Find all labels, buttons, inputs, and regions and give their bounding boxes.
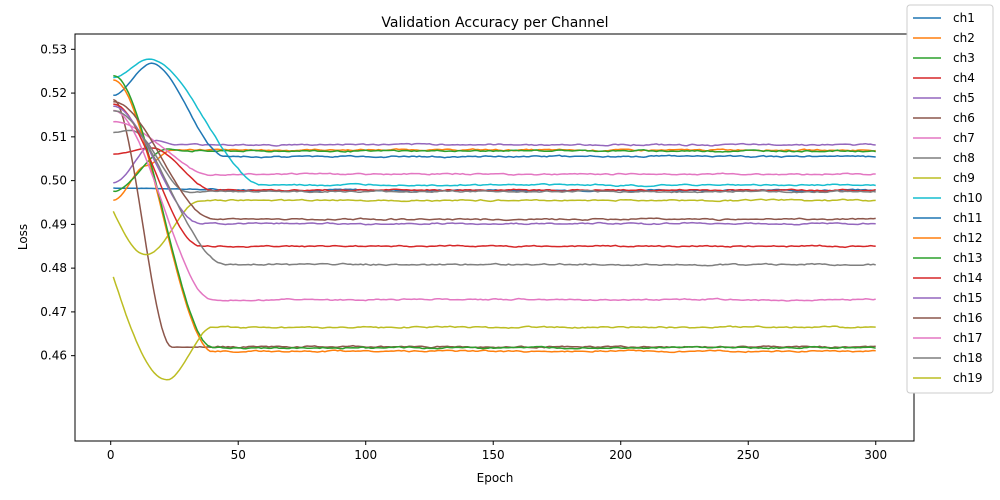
series-line-ch19 [112, 276, 876, 381]
series-line-ch18 [113, 110, 876, 267]
legend-label-ch12: ch12 [953, 231, 982, 245]
series-line-ch4 [113, 147, 876, 192]
series-line-ch15 [113, 105, 876, 226]
series-line-ch11 [113, 62, 876, 159]
series-line-ch7 [113, 120, 876, 177]
legend-label-ch16: ch16 [953, 311, 982, 325]
legend-label-ch2: ch2 [953, 31, 975, 45]
legend: ch1 ch2 ch3 ch4 ch5 ch6 ch7 ch8 ch9 ch10 ch11 ch12 c… [906, 4, 994, 394]
x-tick-label: 100 [354, 448, 377, 462]
series-line-ch3 [113, 148, 876, 193]
legend-label-ch3: ch3 [953, 51, 975, 65]
y-axis-label: Loss [16, 224, 30, 250]
legend-label-ch10: ch10 [953, 191, 982, 205]
legend-label-ch8: ch8 [953, 151, 975, 165]
legend-label-ch18: ch18 [953, 351, 982, 365]
series-line-ch16 [113, 100, 876, 222]
legend-label-ch5: ch5 [953, 91, 975, 105]
chart-title: Validation Accuracy per Channel [381, 15, 608, 31]
x-tick-label: 50 [231, 448, 246, 462]
legend-label-ch4: ch4 [953, 71, 975, 85]
x-tick-label: 150 [482, 448, 505, 462]
x-tick-label: 0 [107, 448, 115, 462]
series-line-ch10 [113, 58, 876, 188]
series-line-ch5 [113, 139, 876, 184]
plot-frame [74, 33, 915, 442]
x-axis: 0 50 100 150 200 250 300 [107, 441, 887, 462]
x-axis-label: Epoch [477, 471, 514, 485]
legend-label-ch13: ch13 [953, 251, 982, 265]
series-line-ch9 [112, 198, 876, 256]
series-line-ch14 [113, 103, 876, 249]
series-line-ch12 [113, 79, 876, 354]
series-line-ch17 [113, 109, 876, 302]
y-tick-label: 0.53 [40, 42, 67, 56]
legend-label-ch11: ch11 [953, 211, 982, 225]
legend-label-ch7: ch7 [953, 131, 975, 145]
legend-label-ch6: ch6 [953, 111, 975, 125]
y-tick-label: 0.52 [40, 86, 67, 100]
x-tick-label: 200 [609, 448, 632, 462]
y-tick-label: 0.47 [40, 305, 67, 319]
y-tick-label: 0.51 [40, 130, 67, 144]
legend-label-ch17: ch17 [953, 331, 982, 345]
legend-box [906, 4, 994, 394]
legend-label-ch14: ch14 [953, 271, 982, 285]
y-tick-label: 0.46 [40, 349, 67, 363]
y-tick-label: 0.50 [40, 174, 67, 188]
plot-area [112, 58, 876, 381]
series-line-ch13 [113, 74, 876, 350]
y-tick-label: 0.49 [40, 217, 67, 231]
series-line-ch8 [113, 129, 876, 194]
x-tick-label: 300 [864, 448, 887, 462]
x-tick-label: 250 [737, 448, 760, 462]
legend-label-ch1: ch1 [953, 11, 975, 25]
y-tick-label: 0.48 [40, 261, 67, 275]
y-axis: 0.46 0.47 0.48 0.49 0.50 0.51 0.52 0.53 [40, 42, 75, 363]
legend-label-ch9: ch9 [953, 171, 975, 185]
legend-label-ch15: ch15 [953, 291, 982, 305]
legend-label-ch19: ch19 [953, 371, 982, 385]
